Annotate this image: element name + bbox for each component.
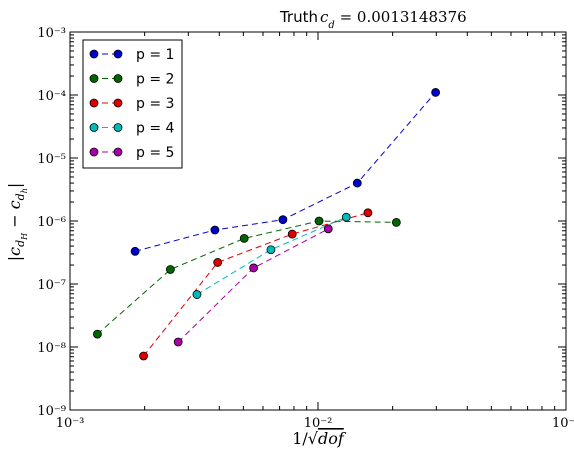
legend-marker (89, 49, 99, 59)
series-layer (93, 87, 441, 361)
axis-ticks (69, 31, 567, 411)
axis-tick-labels: 10⁻³ 10⁻² 10⁻¹ 10⁻⁹ 10⁻⁸ 10⁻⁷ 10⁻⁶ 10⁻⁵ 10⁻⁴ 10⁻³ (37, 26, 574, 431)
legend-marker (89, 98, 99, 108)
data-point (363, 208, 373, 218)
series-line (97, 220, 397, 335)
data-point (352, 178, 362, 188)
data-point (210, 225, 220, 235)
series-line (143, 212, 369, 357)
series-p4 (192, 212, 351, 299)
y-tick-label: 10⁻⁴ (37, 89, 66, 104)
legend-label: p = 4 (136, 121, 175, 137)
x-tick-label: 10⁻¹ (552, 416, 574, 431)
data-point (93, 329, 102, 339)
data-point (341, 212, 351, 222)
data-point (173, 337, 183, 347)
data-point (323, 224, 333, 234)
legend-entry: p = 1 (89, 47, 174, 63)
data-point (192, 290, 202, 299)
legend-marker (89, 74, 99, 83)
legend-marker (113, 74, 123, 83)
data-point (165, 265, 175, 274)
legend-entry: p = 4 (89, 121, 175, 137)
legend-label: p = 3 (136, 96, 174, 112)
x-axis-label-text: 1/√dof (292, 429, 347, 448)
x-tick-label: 10⁻² (304, 416, 333, 431)
data-point (431, 87, 441, 97)
legend-marker (113, 49, 123, 59)
series-p1 (130, 87, 441, 256)
data-point (314, 216, 324, 226)
y-tick-label: 10⁻⁸ (37, 341, 66, 356)
legend: p = 1 p = 2 p = 3 p = 4 p = 5 (82, 39, 183, 169)
chart-title: Truth cd = 0.0013148376 (279, 8, 467, 31)
data-point (249, 263, 259, 273)
y-tick-label: 10⁻⁶ (37, 215, 66, 230)
x-axis-label: 1/√dof (292, 429, 347, 448)
legend-label: p = 2 (136, 72, 174, 88)
chart-title-prefix: Truth (279, 8, 318, 26)
data-point (266, 245, 276, 255)
data-point (130, 246, 140, 256)
y-axis-label-text: |cdH − cdh| (5, 183, 29, 262)
series-line (196, 216, 347, 296)
legend-frame (82, 39, 183, 169)
series-p3 (139, 208, 373, 361)
y-tick-label: 10⁻³ (37, 26, 66, 41)
legend-entry: p = 5 (89, 145, 174, 161)
legend-label: p = 1 (136, 47, 174, 63)
legend-label: p = 5 (136, 145, 174, 161)
legend-marker (113, 123, 123, 132)
legend-entry: p = 3 (89, 96, 174, 112)
legend-marker (113, 147, 123, 157)
legend-marker (113, 98, 123, 108)
data-point (139, 351, 148, 361)
chart-title-math: cd = 0.0013148376 (320, 8, 467, 31)
series-p5 (173, 224, 333, 347)
data-point (391, 218, 401, 227)
data-point (278, 215, 288, 225)
y-tick-label: 10⁻⁷ (37, 278, 66, 293)
data-point (239, 233, 249, 243)
legend-marker (89, 123, 99, 132)
series-p2 (93, 216, 401, 339)
y-axis-label: |cdH − cdh| (5, 183, 29, 262)
legend-marker (89, 147, 99, 157)
data-point (287, 229, 297, 239)
y-tick-label: 10⁻⁹ (37, 404, 66, 419)
data-point (213, 258, 223, 267)
x-tick-label: 10⁻³ (56, 416, 85, 431)
legend-entry: p = 2 (89, 72, 174, 88)
y-tick-label: 10⁻⁵ (37, 152, 66, 167)
series-line (177, 228, 329, 343)
